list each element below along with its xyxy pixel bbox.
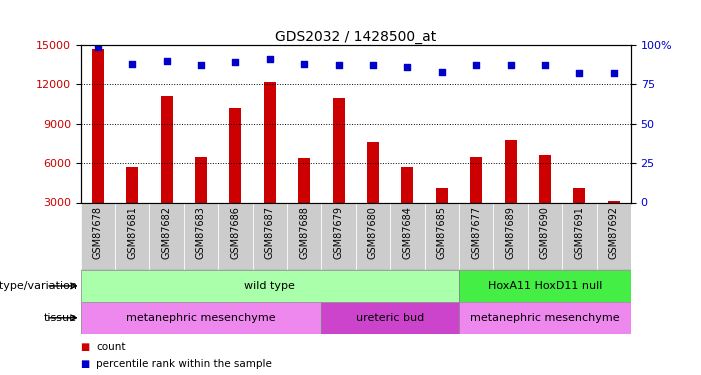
Bar xyxy=(562,202,597,270)
Bar xyxy=(436,188,448,202)
Bar xyxy=(184,202,218,270)
Bar xyxy=(126,167,138,202)
Text: genotype/variation: genotype/variation xyxy=(0,281,77,291)
Point xyxy=(608,70,619,76)
Bar xyxy=(229,108,241,202)
Text: GSM87684: GSM87684 xyxy=(402,206,412,259)
Text: count: count xyxy=(96,342,125,352)
Bar xyxy=(494,202,528,270)
Bar xyxy=(264,82,275,203)
Text: GSM87678: GSM87678 xyxy=(93,206,103,259)
Bar xyxy=(149,202,184,270)
Point xyxy=(505,63,516,69)
Bar xyxy=(470,157,482,203)
Text: GSM87677: GSM87677 xyxy=(471,206,481,259)
Point xyxy=(230,59,241,65)
Text: tissue: tissue xyxy=(44,313,77,323)
Text: ■: ■ xyxy=(81,342,90,352)
Title: GDS2032 / 1428500_at: GDS2032 / 1428500_at xyxy=(275,30,437,44)
Bar xyxy=(573,188,585,202)
Bar xyxy=(402,167,414,202)
Bar xyxy=(321,202,355,270)
Text: percentile rank within the sample: percentile rank within the sample xyxy=(96,359,272,369)
Point xyxy=(196,63,207,69)
Bar xyxy=(81,202,115,270)
Text: metanephric mesenchyme: metanephric mesenchyme xyxy=(470,313,620,323)
Point xyxy=(367,63,379,69)
Text: GSM87688: GSM87688 xyxy=(299,206,309,259)
Text: GSM87681: GSM87681 xyxy=(127,206,137,259)
Bar xyxy=(528,202,562,270)
Bar xyxy=(459,270,631,302)
Point xyxy=(470,63,482,69)
Bar xyxy=(195,157,207,203)
Bar xyxy=(332,98,345,202)
Text: ■: ■ xyxy=(81,359,90,369)
Bar xyxy=(425,202,459,270)
Text: GSM87690: GSM87690 xyxy=(540,206,550,259)
Point xyxy=(264,56,275,62)
Bar xyxy=(298,158,310,203)
Point xyxy=(539,63,550,69)
Bar xyxy=(81,302,321,334)
Text: GSM87686: GSM87686 xyxy=(231,206,240,259)
Bar xyxy=(367,142,379,202)
Text: GSM87682: GSM87682 xyxy=(162,206,172,259)
Bar xyxy=(539,155,551,203)
Bar xyxy=(81,270,459,302)
Text: GSM87689: GSM87689 xyxy=(505,206,515,259)
Bar xyxy=(608,201,620,202)
Bar xyxy=(218,202,252,270)
Text: GSM87679: GSM87679 xyxy=(334,206,343,259)
Bar xyxy=(505,140,517,202)
Bar xyxy=(355,202,390,270)
Bar xyxy=(597,202,631,270)
Bar xyxy=(321,302,459,334)
Text: GSM87685: GSM87685 xyxy=(437,206,447,259)
Text: metanephric mesenchyme: metanephric mesenchyme xyxy=(126,313,275,323)
Point xyxy=(402,64,413,70)
Bar xyxy=(287,202,321,270)
Text: GSM87692: GSM87692 xyxy=(608,206,619,259)
Bar xyxy=(115,202,149,270)
Point xyxy=(573,70,585,76)
Point xyxy=(299,61,310,67)
Bar xyxy=(252,202,287,270)
Bar xyxy=(161,96,172,202)
Point xyxy=(93,44,104,50)
Text: GSM87683: GSM87683 xyxy=(196,206,206,259)
Point xyxy=(161,58,172,64)
Text: wild type: wild type xyxy=(245,281,295,291)
Bar xyxy=(459,302,631,334)
Point xyxy=(333,63,344,69)
Text: GSM87691: GSM87691 xyxy=(574,206,585,259)
Text: ureteric bud: ureteric bud xyxy=(356,313,424,323)
Text: GSM87680: GSM87680 xyxy=(368,206,378,259)
Bar xyxy=(92,49,104,202)
Text: HoxA11 HoxD11 null: HoxA11 HoxD11 null xyxy=(488,281,602,291)
Point xyxy=(127,61,138,67)
Bar xyxy=(390,202,425,270)
Point xyxy=(436,69,447,75)
Text: GSM87687: GSM87687 xyxy=(265,206,275,259)
Bar xyxy=(459,202,494,270)
